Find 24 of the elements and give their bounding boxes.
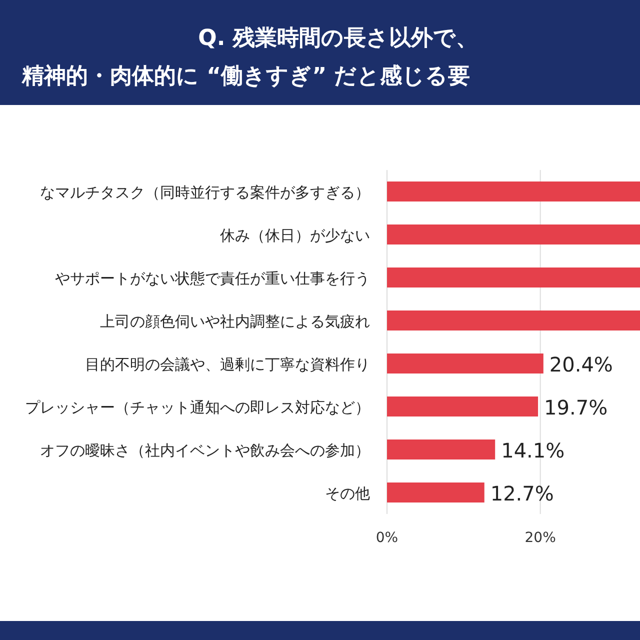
y-tick-label: オフの曖昧さ（社内イベントや飲み会への参加） bbox=[40, 442, 370, 460]
y-tick-label: なマルチタスク（同時並行する案件が多すぎる） bbox=[40, 184, 370, 202]
bar bbox=[387, 182, 640, 202]
bar bbox=[387, 482, 484, 502]
x-tick-label: 0% bbox=[376, 530, 398, 546]
bar bbox=[387, 268, 640, 288]
y-tick-label: その他 bbox=[325, 484, 370, 502]
y-tick-label: 上司の顔色伺いや社内調整による気疲れ bbox=[100, 312, 370, 330]
y-tick-label: プレッシャー（チャット通知への即レス対応など） bbox=[25, 398, 370, 416]
y-tick-label: 目的不明の会議や、過剰に丁寧な資料作り bbox=[85, 356, 370, 374]
bar bbox=[387, 224, 640, 244]
data-label: 14.1% bbox=[501, 438, 565, 462]
bar bbox=[387, 354, 544, 374]
y-tick-label: 休み（休日）が少ない bbox=[220, 226, 370, 244]
chart-title: Q. 残業時間の長さ以外で、 bbox=[198, 26, 478, 51]
bar bbox=[387, 440, 496, 460]
bar bbox=[387, 396, 538, 416]
data-label: 19.7% bbox=[544, 396, 608, 420]
data-label: 12.7% bbox=[490, 482, 554, 506]
data-label: 20.4% bbox=[549, 352, 613, 376]
chart-subtitle: 精神的・肉体的に “働きすぎ” だと感じる要 bbox=[21, 64, 470, 89]
bar bbox=[387, 310, 640, 330]
x-tick-label: 20% bbox=[524, 530, 556, 546]
y-tick-label: やサポートがない状態で責任が重い仕事を行う bbox=[55, 270, 370, 288]
